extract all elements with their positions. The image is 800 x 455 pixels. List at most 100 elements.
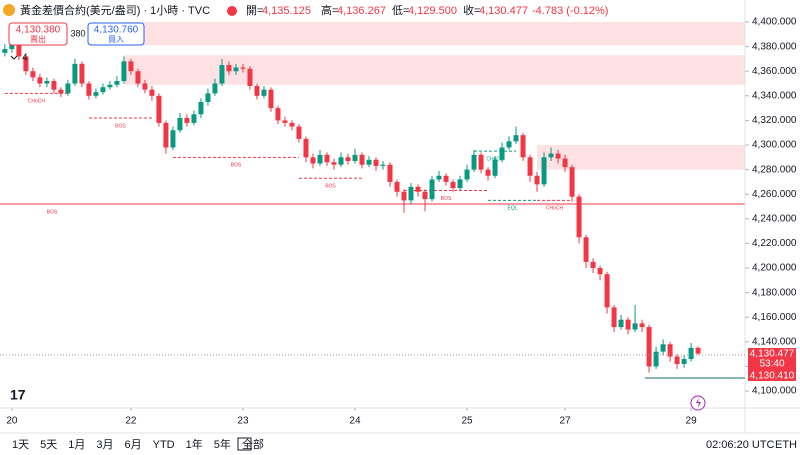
candle-body xyxy=(534,175,540,185)
ohlc-label: 開= xyxy=(246,4,263,17)
candle-body xyxy=(373,159,379,166)
plot: CHoCHBOSBOSBOSBOSBOSCHoCHEQLCHoCH xyxy=(0,22,745,373)
session[interactable]: ETH xyxy=(775,439,797,451)
clock: 02:06:20 UTC xyxy=(706,439,775,451)
range-button[interactable]: 全部 xyxy=(242,437,264,451)
structure-label: CHoCH xyxy=(28,99,46,105)
y-tick-label: 4,280.000 xyxy=(752,164,797,175)
y-tick-label: 4,220.000 xyxy=(752,238,797,249)
candle-body xyxy=(506,141,512,148)
candle-body xyxy=(198,101,204,115)
range-button[interactable]: 6月 xyxy=(125,439,142,451)
events-icon-bolt xyxy=(696,398,701,408)
market-status xyxy=(227,6,237,16)
ohlc-label: 收= xyxy=(463,3,480,17)
candle-body xyxy=(93,92,99,96)
candle-body xyxy=(562,158,568,168)
candle-body xyxy=(443,175,449,182)
candle-body xyxy=(254,85,260,96)
candle-body xyxy=(37,77,43,84)
range-button[interactable]: 1年 xyxy=(186,437,203,451)
candle-body xyxy=(79,63,85,84)
range-button[interactable]: 3月 xyxy=(96,439,113,451)
candle-body xyxy=(646,327,652,367)
candle-body xyxy=(520,135,526,158)
candle-body xyxy=(233,67,239,72)
candle-body xyxy=(611,307,617,328)
candle-body xyxy=(548,153,554,158)
indicator-count[interactable]: 4 xyxy=(22,53,28,64)
candle-body xyxy=(170,130,176,148)
structure-label: BOS xyxy=(231,163,242,169)
structure-label: BOS xyxy=(441,196,452,202)
x-tick-label: 25 xyxy=(461,416,473,427)
candle-body xyxy=(604,274,610,308)
candle-body xyxy=(226,65,232,72)
symbol: 黃金差價合約(美元/盎司) · 1小時 · TVC xyxy=(20,3,210,17)
candle-body xyxy=(282,120,288,123)
structure-label: CHoCH xyxy=(546,206,564,212)
y-tick-label: 4,140.000 xyxy=(752,336,797,347)
buy-price[interactable]: 4,130.760 xyxy=(94,25,139,36)
collapse-icon[interactable] xyxy=(10,55,18,60)
candle-body xyxy=(583,237,589,262)
candle-body xyxy=(695,347,701,354)
y-tick-label: 4,360.000 xyxy=(752,66,797,77)
range-button[interactable]: 1月 xyxy=(68,439,85,451)
candle-body xyxy=(660,344,666,352)
candle-body xyxy=(191,114,197,123)
structure-label: BOS xyxy=(47,209,58,215)
x-tick-label: 24 xyxy=(349,416,361,427)
y-tick-label: 4,400.000 xyxy=(752,17,797,28)
candle-body xyxy=(464,169,470,180)
countdown: 53:40 xyxy=(759,359,784,370)
candle-body xyxy=(51,81,57,90)
date-range-icon[interactable] xyxy=(237,437,252,451)
x-tick-label: 27 xyxy=(559,416,571,427)
range-button[interactable]: 1天 xyxy=(12,439,29,451)
candle-body xyxy=(268,89,274,109)
x-tick-label: 29 xyxy=(686,416,698,427)
spread: 380 xyxy=(70,28,85,38)
candle-body xyxy=(401,191,407,201)
candle-body xyxy=(331,162,337,165)
last-price: 4,130.477 xyxy=(750,349,795,360)
candle-body xyxy=(135,71,141,84)
zone xyxy=(537,145,745,170)
sell-price[interactable]: 4,130.380 xyxy=(16,25,61,36)
buy-label[interactable]: 買入 xyxy=(108,35,124,44)
candle-body xyxy=(527,157,533,176)
candle-body xyxy=(625,319,631,330)
range-button[interactable]: 5天 xyxy=(40,439,57,451)
sell-button[interactable] xyxy=(8,22,68,46)
tv-logo: 17 xyxy=(10,387,26,403)
buy-button[interactable] xyxy=(87,22,145,46)
y-tick-label: 4,300.000 xyxy=(752,140,797,151)
toolbar: 1天 5天 1月 3月 6月 YTD 1年 5年 全部 xyxy=(12,437,264,451)
candle-body xyxy=(394,181,400,192)
sell-label[interactable]: 賣出 xyxy=(30,34,46,44)
candle-body xyxy=(44,81,50,84)
ohlc-change: -4.783 (-0.12%) xyxy=(532,5,608,17)
candle-body xyxy=(163,122,169,148)
range-button[interactable]: YTD xyxy=(153,439,175,451)
candle-body xyxy=(590,261,596,269)
candle-body xyxy=(58,89,64,94)
range-button[interactable]: 5年 xyxy=(214,437,231,451)
candle-body xyxy=(247,68,253,86)
ohlc-value: 4,130.477 xyxy=(479,5,528,17)
candle-body xyxy=(513,135,519,142)
candle-body xyxy=(149,89,155,96)
candle-body xyxy=(219,65,225,84)
y-tick-label: 4,320.000 xyxy=(752,115,797,126)
candle-body xyxy=(639,323,645,328)
candle-body xyxy=(65,83,71,94)
y-tick-label: 4,260.000 xyxy=(752,189,797,200)
candle-body xyxy=(72,63,78,84)
candle-body xyxy=(681,359,687,364)
ohlc-value: 4,129.500 xyxy=(408,5,457,17)
y-tick-label: 4,180.000 xyxy=(752,287,797,298)
candle-body xyxy=(142,83,148,90)
candle-body xyxy=(422,191,428,200)
